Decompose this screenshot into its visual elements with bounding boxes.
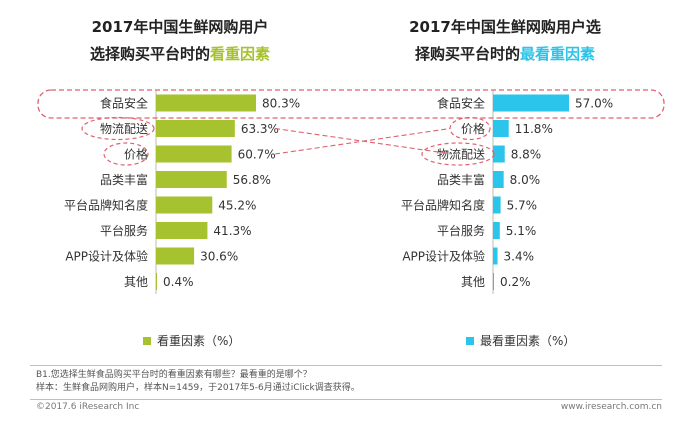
right-bar-3 xyxy=(493,171,504,188)
left-title-line1: 2017年中国生鲜网购用户 xyxy=(91,18,269,36)
right-category-label: APP设计及体验 xyxy=(402,249,485,264)
right-title-line2-text: 择购买平台时的 xyxy=(414,45,520,63)
left-bar-1 xyxy=(156,120,235,137)
right-value-label: 3.4% xyxy=(504,250,535,264)
copyright-text: ©2017.6 iResearch Inc xyxy=(36,402,140,412)
footnote-sample: 样本：生鲜食品网购用户，样本N=1459，于2017年5-6月通过iClick调… xyxy=(36,383,360,393)
right-bar-7 xyxy=(493,273,494,290)
left-value-label: 63.3% xyxy=(241,122,279,136)
footnote-divider xyxy=(30,365,662,366)
left-category-label: 品类丰富 xyxy=(100,172,148,187)
right-category-label: 物流配送 xyxy=(437,147,485,162)
left-title-highlight: 看重因素 xyxy=(210,45,271,63)
right-value-label: 0.2% xyxy=(500,275,531,289)
left-value-label: 0.4% xyxy=(163,275,194,289)
right-value-label: 8.0% xyxy=(510,173,540,187)
right-category-label: 品类丰富 xyxy=(437,172,485,187)
right-category-label: 食品安全 xyxy=(437,96,485,111)
left-value-label: 41.3% xyxy=(213,224,251,238)
left-bar-6 xyxy=(156,247,195,265)
left-circle-price xyxy=(103,142,149,166)
left-value-label: 56.8% xyxy=(233,173,271,187)
left-bar-0 xyxy=(156,94,256,112)
left-bar-5 xyxy=(156,222,208,239)
left-legend-swatch xyxy=(143,337,151,345)
right-chart-title: 2017年中国生鲜网购用户选 择购买平台时的最看重因素 xyxy=(360,14,650,68)
left-value-label: 60.7% xyxy=(238,148,276,162)
right-value-label: 57.0% xyxy=(575,97,613,111)
right-legend-swatch xyxy=(466,337,474,345)
right-circle-logistics xyxy=(421,142,495,166)
right-value-label: 11.8% xyxy=(515,122,553,136)
right-value-label: 5.1% xyxy=(506,224,537,238)
right-bar-0 xyxy=(493,94,569,112)
left-bar-2 xyxy=(156,145,232,163)
right-legend-label: 最看重因素（%） xyxy=(480,334,575,348)
left-category-label: APP设计及体验 xyxy=(65,249,148,264)
cross-link-price xyxy=(274,127,451,155)
left-bar-3 xyxy=(156,171,227,188)
right-category-label: 平台品牌知名度 xyxy=(401,198,485,213)
right-category-label: 价格 xyxy=(461,121,485,136)
right-bar-1 xyxy=(493,120,509,137)
right-title-highlight: 最看重因素 xyxy=(520,45,596,63)
right-title-line2: 择购买平台时的最看重因素 xyxy=(360,41,650,68)
left-value-label: 45.2% xyxy=(218,199,256,213)
left-chart-title: 2017年中国生鲜网购用户 选择购买平台时的看重因素 xyxy=(40,14,320,68)
left-title-line2: 选择购买平台时的看重因素 xyxy=(40,41,320,68)
top-row-highlight-box xyxy=(37,89,665,119)
left-value-label: 80.3% xyxy=(262,97,300,111)
right-category-label: 平台服务 xyxy=(437,223,485,238)
left-category-label: 平台服务 xyxy=(100,223,148,238)
right-bar-2 xyxy=(493,145,505,163)
left-value-label: 30.6% xyxy=(200,250,238,264)
left-circle-logistics xyxy=(81,116,155,141)
website-link[interactable]: www.iresearch.com.cn xyxy=(560,402,662,412)
left-category-label: 食品安全 xyxy=(100,96,148,111)
left-title-line2-text: 选择购买平台时的 xyxy=(89,45,210,63)
left-category-label: 价格 xyxy=(124,147,148,162)
right-value-label: 8.8% xyxy=(511,148,542,162)
right-value-label: 5.7% xyxy=(507,199,537,213)
right-bar-5 xyxy=(493,222,500,239)
left-category-label: 平台品牌知名度 xyxy=(64,198,148,213)
left-legend-label: 看重因素（%） xyxy=(157,334,240,348)
footer-divider xyxy=(30,399,662,400)
footnote-question: B1.您选择生鲜食品购买平台时的看重因素有哪些？最看重的是哪个？ xyxy=(36,370,312,380)
right-title-line1: 2017年中国生鲜网购用户选 xyxy=(409,18,601,36)
left-category-label: 物流配送 xyxy=(100,121,148,136)
right-bar-6 xyxy=(493,247,498,265)
left-bar-4 xyxy=(156,196,213,214)
left-category-label: 其他 xyxy=(124,275,148,289)
left-bar-7 xyxy=(156,273,157,290)
right-bar-4 xyxy=(493,196,501,214)
right-category-label: 其他 xyxy=(461,275,485,289)
